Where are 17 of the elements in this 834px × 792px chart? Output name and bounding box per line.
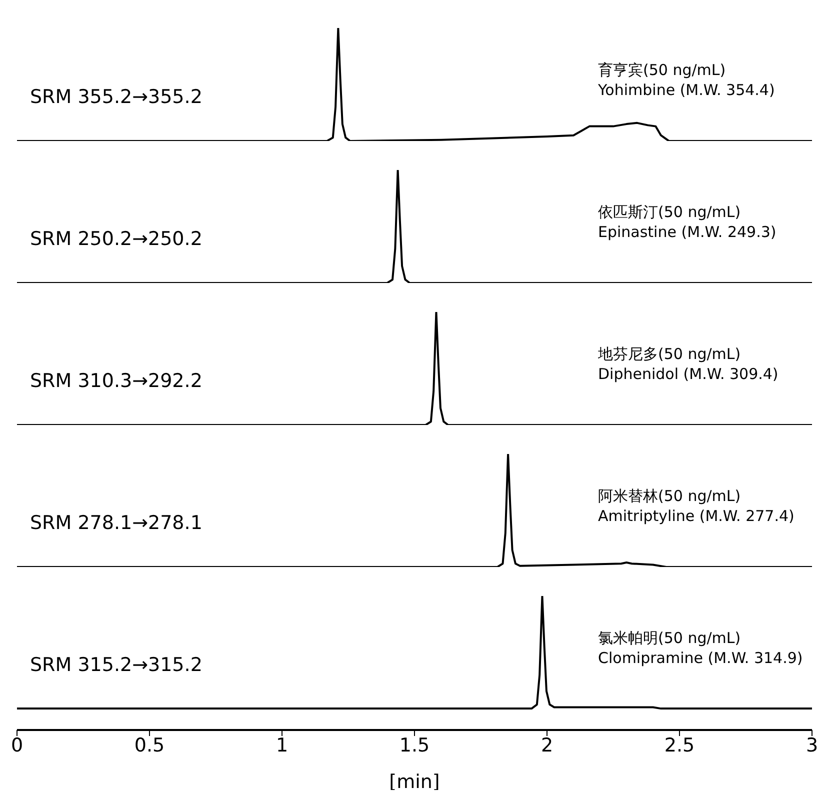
annotation: SRM 250.2→250.2 <box>30 228 202 250</box>
annotation: 依匹斯汀(50 ng/mL) Epinastine (M.W. 249.3) <box>598 202 776 242</box>
x-tick-label: 1.5 <box>399 734 430 756</box>
annotation: 氯米帕明(50 ng/mL) Clomipramine (M.W. 314.9) <box>598 628 803 668</box>
annotation: SRM 278.1→278.1 <box>30 512 202 534</box>
annotation: 育亨宾(50 ng/mL) Yohimbine (M.W. 354.4) <box>598 60 775 100</box>
x-tick-label: 2 <box>540 734 554 756</box>
annotation: SRM 310.3→292.2 <box>30 370 202 392</box>
annotation: SRM 355.2→355.2 <box>30 86 202 108</box>
x-tick-label: 0.5 <box>134 734 165 756</box>
annotation: 地芬尼多(50 ng/mL) Diphenidol (M.W. 309.4) <box>598 344 778 384</box>
x-tick-label: 0 <box>10 734 24 756</box>
x-tick-label: 2.5 <box>664 734 695 756</box>
x-tick-label: 3 <box>806 734 818 756</box>
x-tick-label: 1 <box>276 734 288 756</box>
annotation: 阿米替林(50 ng/mL) Amitriptyline (M.W. 277.4) <box>598 486 794 526</box>
annotation: SRM 315.2→315.2 <box>30 654 202 676</box>
